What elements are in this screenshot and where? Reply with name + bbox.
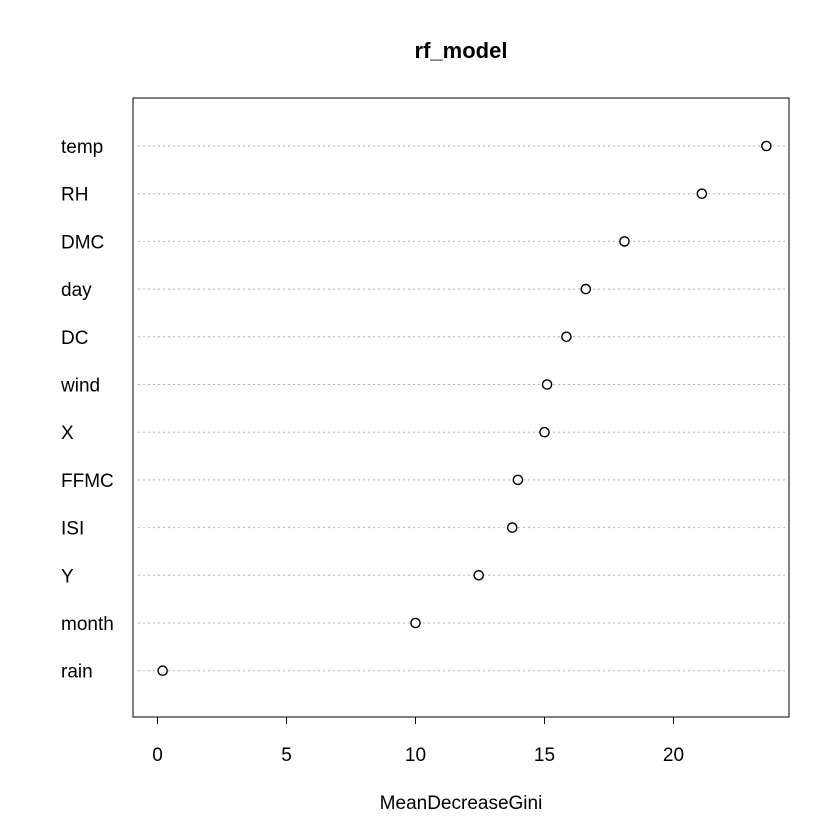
y-tick-label: FFMC xyxy=(61,471,114,492)
x-axis-label: MeanDecreaseGini xyxy=(380,793,543,814)
y-tick-label: month xyxy=(61,614,114,635)
data-point xyxy=(619,236,630,247)
y-tick-label: Y xyxy=(61,566,74,587)
y-tick-label: ISI xyxy=(61,519,84,540)
data-point xyxy=(761,140,772,152)
data-point xyxy=(580,283,592,295)
y-tick-label: day xyxy=(61,280,92,301)
x-tick-label: 15 xyxy=(534,745,555,766)
y-tick-label: DMC xyxy=(61,232,104,253)
x-tick-label: 5 xyxy=(281,745,292,766)
data-point xyxy=(410,617,421,629)
y-tick-label: wind xyxy=(60,376,100,397)
data-point xyxy=(506,522,518,533)
x-tick-label: 0 xyxy=(152,745,163,766)
y-tick-label: temp xyxy=(61,137,103,158)
data-point xyxy=(473,570,485,581)
data-point xyxy=(539,426,550,438)
y-tick-label: DC xyxy=(61,328,88,349)
y-tick-label: RH xyxy=(61,185,88,206)
data-point xyxy=(696,188,708,199)
x-axis: 0 5 10 15 20 xyxy=(152,716,684,766)
plot-frame xyxy=(132,97,790,718)
grid-lines xyxy=(138,145,788,672)
chart-title: rf_model xyxy=(415,38,508,63)
x-tick-label: 10 xyxy=(405,745,426,766)
data-point xyxy=(541,379,553,390)
data-point xyxy=(157,665,168,677)
x-tick-label: 20 xyxy=(663,745,684,766)
y-tick-label: rain xyxy=(61,662,93,683)
data-point xyxy=(561,331,572,343)
data-point xyxy=(512,474,524,486)
data-points xyxy=(157,140,772,677)
y-tick-label: X xyxy=(61,423,74,444)
